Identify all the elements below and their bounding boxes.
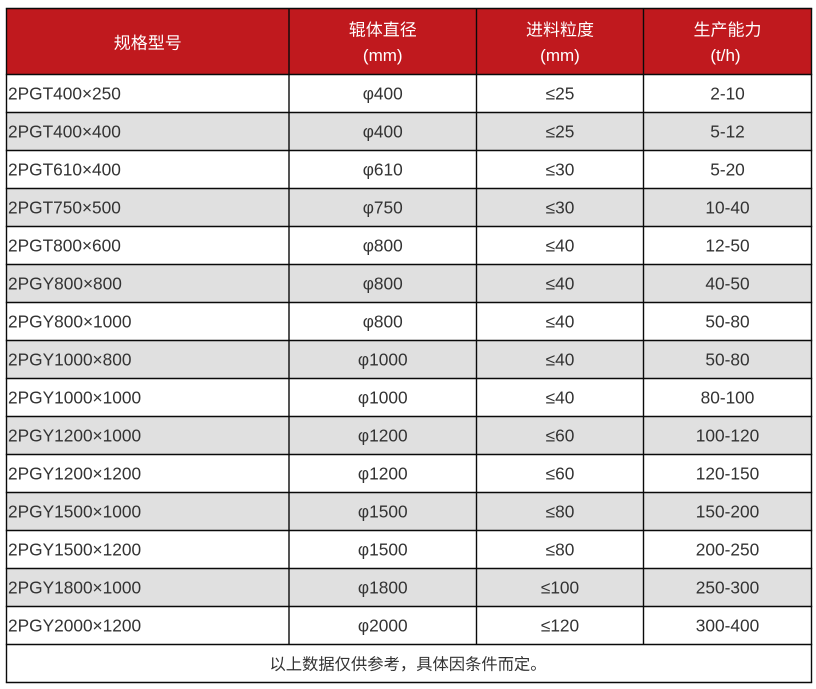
svg-text:2PGY2000×1200: 2PGY2000×1200: [8, 616, 141, 636]
svg-text:≤40: ≤40: [546, 312, 575, 332]
svg-text:φ800: φ800: [363, 274, 403, 294]
svg-text:≤60: ≤60: [546, 464, 575, 484]
svg-text:≤100: ≤100: [541, 578, 579, 598]
svg-text:≤30: ≤30: [546, 198, 575, 218]
svg-text:2-10: 2-10: [710, 84, 745, 104]
svg-text:80-100: 80-100: [701, 388, 755, 408]
svg-text:φ610: φ610: [363, 160, 403, 180]
svg-text:(t/h): (t/h): [710, 46, 740, 65]
svg-text:300-400: 300-400: [696, 616, 759, 636]
svg-text:φ400: φ400: [363, 122, 403, 142]
svg-text:2PGY1200×1000: 2PGY1200×1000: [8, 426, 141, 446]
svg-text:200-250: 200-250: [696, 540, 759, 560]
svg-text:150-200: 150-200: [696, 502, 759, 522]
svg-text:2PGT400×400: 2PGT400×400: [8, 122, 121, 142]
svg-text:2PGY1000×1000: 2PGY1000×1000: [8, 388, 141, 408]
svg-text:2PGY1000×800: 2PGY1000×800: [8, 350, 131, 370]
svg-text:φ1500: φ1500: [358, 502, 408, 522]
svg-text:≤40: ≤40: [546, 274, 575, 294]
svg-text:2PGT800×600: 2PGT800×600: [8, 236, 121, 256]
svg-text:≤120: ≤120: [541, 616, 579, 636]
svg-text:2PGY1500×1000: 2PGY1500×1000: [8, 502, 141, 522]
svg-text:φ1000: φ1000: [358, 350, 408, 370]
svg-text:φ800: φ800: [363, 312, 403, 332]
svg-text:2PGY1500×1200: 2PGY1500×1200: [8, 540, 141, 560]
svg-text:φ2000: φ2000: [358, 616, 408, 636]
svg-text:≤40: ≤40: [546, 388, 575, 408]
svg-text:2PGT750×500: 2PGT750×500: [8, 198, 121, 218]
svg-text:φ1200: φ1200: [358, 464, 408, 484]
svg-text:φ1500: φ1500: [358, 540, 408, 560]
svg-text:≤80: ≤80: [546, 502, 575, 522]
svg-text:2PGT400×250: 2PGT400×250: [8, 84, 121, 104]
svg-text:40-50: 40-50: [705, 274, 749, 294]
svg-text:50-80: 50-80: [705, 350, 749, 370]
svg-text:≤30: ≤30: [546, 160, 575, 180]
svg-text:2PGT610×400: 2PGT610×400: [8, 160, 121, 180]
svg-text:≤60: ≤60: [546, 426, 575, 446]
svg-text:100-120: 100-120: [696, 426, 759, 446]
svg-text:2PGY800×1000: 2PGY800×1000: [8, 312, 131, 332]
svg-text:≤40: ≤40: [546, 350, 575, 370]
svg-text:10-40: 10-40: [705, 198, 749, 218]
svg-text:5-12: 5-12: [710, 122, 745, 142]
svg-text:≤25: ≤25: [546, 84, 575, 104]
svg-text:φ1200: φ1200: [358, 426, 408, 446]
svg-text:50-80: 50-80: [705, 312, 749, 332]
svg-text:250-300: 250-300: [696, 578, 759, 598]
svg-text:2PGY800×800: 2PGY800×800: [8, 274, 122, 294]
svg-text:2PGY1800×1000: 2PGY1800×1000: [8, 578, 141, 598]
svg-text:≤25: ≤25: [546, 122, 575, 142]
svg-text:φ400: φ400: [363, 84, 403, 104]
svg-text:(mm): (mm): [363, 46, 403, 65]
svg-text:12-50: 12-50: [705, 236, 749, 256]
svg-text:≤40: ≤40: [546, 236, 575, 256]
svg-text:φ1000: φ1000: [358, 388, 408, 408]
svg-text:φ750: φ750: [363, 198, 403, 218]
svg-text:(mm): (mm): [540, 46, 580, 65]
svg-text:120-150: 120-150: [696, 464, 759, 484]
svg-text:5-20: 5-20: [710, 160, 745, 180]
svg-text:φ1800: φ1800: [358, 578, 408, 598]
svg-text:2PGY1200×1200: 2PGY1200×1200: [8, 464, 141, 484]
svg-text:φ800: φ800: [363, 236, 403, 256]
svg-text:≤80: ≤80: [546, 540, 575, 560]
